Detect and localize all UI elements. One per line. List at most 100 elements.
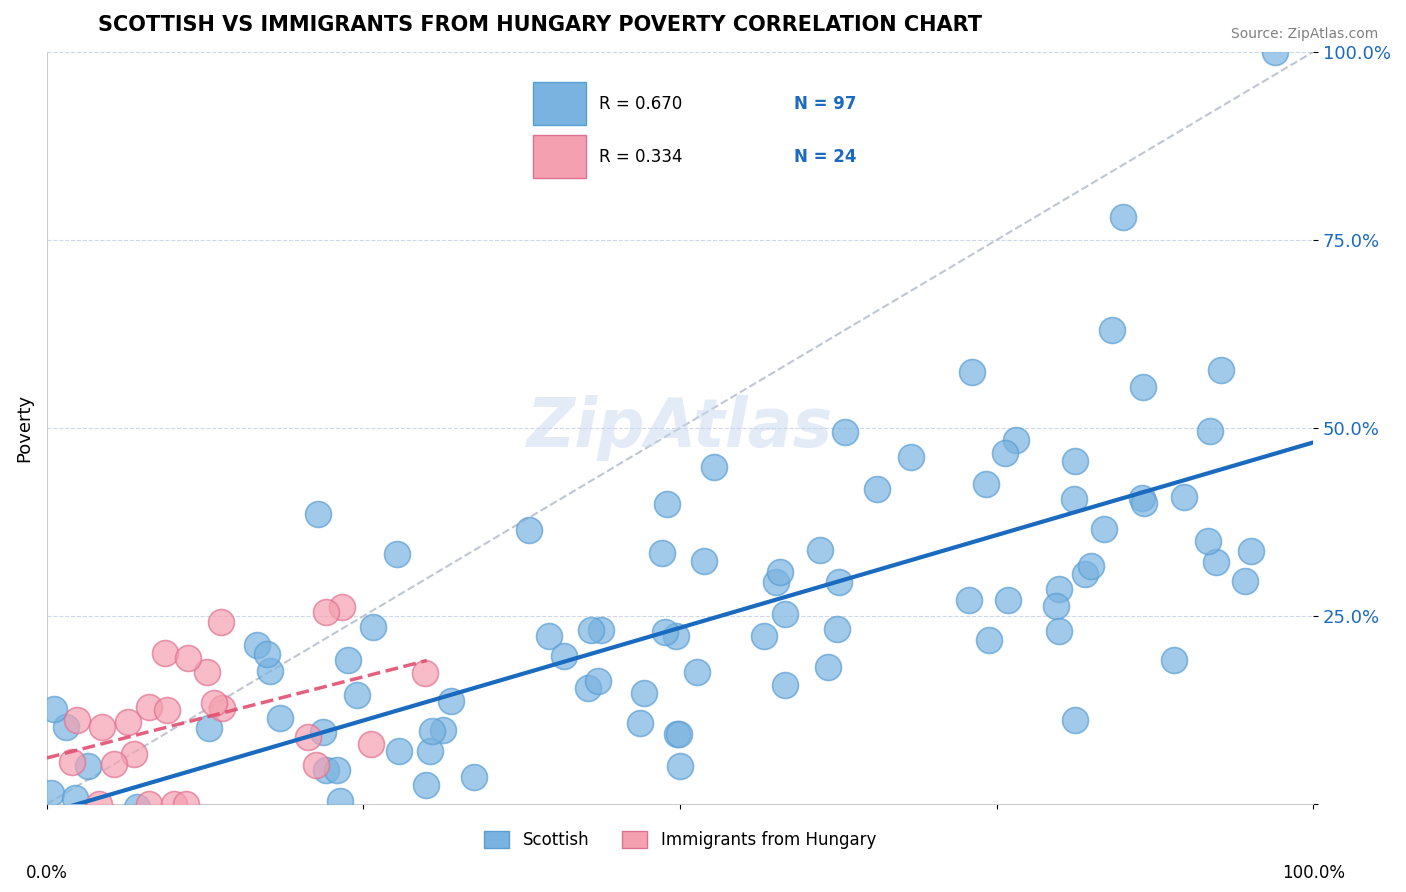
Point bbox=[360, 738, 382, 752]
Point bbox=[828, 574, 851, 589]
Point bbox=[346, 688, 368, 702]
Point bbox=[138, 797, 160, 811]
Point bbox=[668, 727, 690, 741]
Point bbox=[329, 835, 352, 849]
Point bbox=[666, 727, 689, 741]
Point bbox=[579, 624, 602, 638]
Point bbox=[87, 797, 110, 811]
Point bbox=[977, 632, 1000, 647]
Point bbox=[415, 777, 437, 791]
Point bbox=[156, 703, 179, 717]
Point bbox=[91, 720, 114, 734]
Point bbox=[834, 425, 856, 439]
Point bbox=[122, 747, 145, 761]
Point bbox=[125, 835, 148, 849]
Point bbox=[44, 701, 66, 715]
Point bbox=[325, 763, 347, 777]
Point bbox=[103, 756, 125, 771]
Point bbox=[312, 725, 335, 739]
Point bbox=[256, 648, 278, 662]
Point bbox=[153, 646, 176, 660]
Point bbox=[77, 758, 100, 772]
Point bbox=[269, 835, 291, 849]
Point bbox=[765, 575, 787, 590]
Point bbox=[1234, 574, 1257, 588]
Point bbox=[685, 665, 707, 680]
Point bbox=[138, 699, 160, 714]
Point bbox=[866, 482, 889, 496]
Point bbox=[654, 625, 676, 640]
Y-axis label: Poverty: Poverty bbox=[15, 394, 32, 462]
Point bbox=[209, 615, 232, 629]
Point bbox=[775, 607, 797, 621]
Point bbox=[177, 650, 200, 665]
Point bbox=[211, 700, 233, 714]
Point bbox=[1064, 454, 1087, 468]
Point bbox=[669, 759, 692, 773]
Text: Source: ZipAtlas.com: Source: ZipAtlas.com bbox=[1230, 27, 1378, 41]
Point bbox=[1047, 624, 1070, 639]
Point bbox=[1112, 211, 1135, 225]
Point bbox=[825, 622, 848, 636]
Point bbox=[974, 476, 997, 491]
Point bbox=[117, 714, 139, 729]
Point bbox=[692, 835, 714, 849]
Point bbox=[195, 665, 218, 680]
Point bbox=[576, 681, 599, 695]
Point bbox=[420, 724, 443, 739]
Point bbox=[817, 659, 839, 673]
Point bbox=[307, 507, 329, 521]
Point bbox=[537, 629, 560, 643]
Point bbox=[703, 459, 725, 474]
Point bbox=[628, 716, 651, 731]
Point bbox=[174, 797, 197, 811]
Point bbox=[269, 711, 291, 725]
Point bbox=[519, 523, 541, 537]
Point bbox=[39, 786, 62, 800]
Point bbox=[1199, 424, 1222, 438]
Point bbox=[633, 686, 655, 700]
Point bbox=[385, 547, 408, 561]
Point bbox=[202, 696, 225, 710]
Point bbox=[1132, 380, 1154, 394]
Point bbox=[163, 797, 186, 811]
Text: 100.0%: 100.0% bbox=[1282, 864, 1344, 882]
Point bbox=[104, 835, 127, 849]
Point bbox=[432, 723, 454, 737]
Text: ZipAtlas: ZipAtlas bbox=[527, 395, 834, 461]
Point bbox=[1080, 559, 1102, 574]
Point bbox=[315, 763, 337, 777]
Point bbox=[55, 720, 77, 734]
Point bbox=[413, 665, 436, 680]
Point bbox=[630, 835, 652, 849]
Point bbox=[773, 678, 796, 692]
Point bbox=[463, 770, 485, 784]
Point bbox=[60, 756, 83, 770]
Point bbox=[127, 800, 149, 814]
Point bbox=[957, 592, 980, 607]
Point bbox=[337, 653, 360, 667]
Point bbox=[66, 713, 89, 727]
Point bbox=[808, 542, 831, 557]
Text: 0.0%: 0.0% bbox=[25, 864, 67, 882]
Point bbox=[1211, 363, 1233, 377]
Point bbox=[1045, 599, 1067, 613]
Point bbox=[1264, 45, 1286, 59]
Point bbox=[440, 694, 463, 708]
Point bbox=[1004, 433, 1026, 447]
Point bbox=[1064, 713, 1087, 727]
Point bbox=[769, 565, 792, 579]
Point bbox=[1239, 544, 1261, 558]
Point bbox=[1163, 653, 1185, 667]
Point bbox=[752, 629, 775, 643]
Point bbox=[315, 605, 337, 619]
Point bbox=[373, 821, 395, 835]
Point bbox=[586, 673, 609, 688]
Point bbox=[994, 446, 1017, 460]
Point bbox=[63, 791, 86, 805]
Point bbox=[134, 832, 156, 847]
Legend: Scottish, Immigrants from Hungary: Scottish, Immigrants from Hungary bbox=[478, 824, 883, 856]
Point bbox=[329, 794, 352, 808]
Point bbox=[388, 744, 411, 758]
Point bbox=[1173, 490, 1195, 504]
